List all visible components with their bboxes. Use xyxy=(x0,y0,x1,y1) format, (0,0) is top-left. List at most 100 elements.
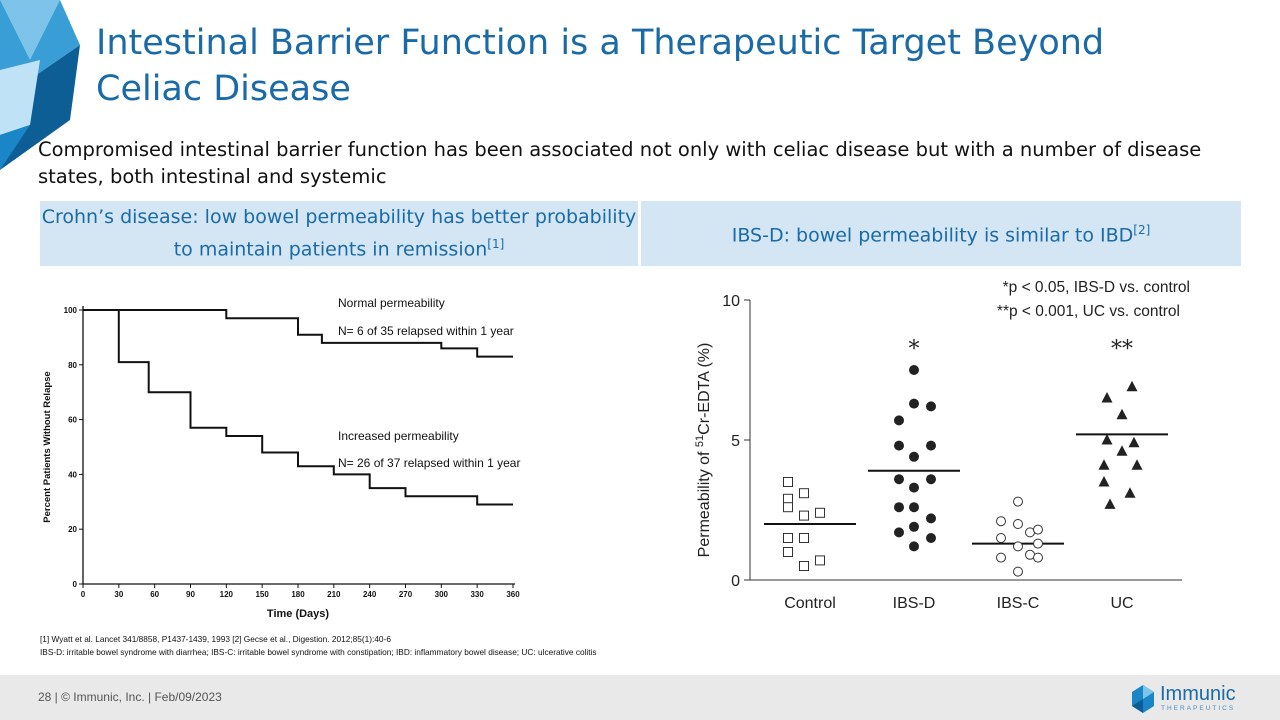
data-point xyxy=(1033,524,1043,535)
crohns-panel-heading: Crohn’s disease: low bowel permeability … xyxy=(40,201,638,266)
y-tick-label: 0 xyxy=(731,573,740,590)
immunic-logo-icon xyxy=(1132,685,1154,713)
y-tick-label: 100 xyxy=(64,306,78,315)
data-point xyxy=(1098,476,1110,487)
data-point xyxy=(1128,436,1140,448)
significance-marker: ** xyxy=(1111,337,1133,362)
data-point xyxy=(1013,519,1023,529)
data-point xyxy=(1101,392,1113,403)
data-point xyxy=(815,507,825,518)
x-axis-title: Time (Days) xyxy=(267,608,329,620)
x-tick-label: 330 xyxy=(470,590,484,599)
footer-bar: 28 | © Immunic, Inc. | Feb/09/2023 Immun… xyxy=(0,675,1280,720)
data-point xyxy=(1116,408,1128,420)
logo-subtitle: THERAPEUTICS xyxy=(1161,705,1236,712)
data-point xyxy=(1124,487,1136,498)
ibsd-heading-text: IBS-D: bowel permeability is similar to … xyxy=(731,224,1134,247)
y-tick-label: 80 xyxy=(68,361,77,370)
data-point xyxy=(909,482,919,493)
data-point xyxy=(799,488,809,499)
data-point xyxy=(1116,445,1128,456)
slide-title: Intestinal Barrier Function is a Therape… xyxy=(96,23,1105,109)
data-point xyxy=(1098,459,1110,470)
crohns-heading-text: Crohn’s disease: low bowel permeability … xyxy=(41,205,637,261)
data-point xyxy=(894,440,904,451)
data-point xyxy=(799,561,809,571)
data-point xyxy=(1104,498,1116,509)
ibsd-heading-ref: [2] xyxy=(1133,223,1151,238)
series-line-normal xyxy=(83,309,513,358)
y-tick-label: 10 xyxy=(722,293,740,310)
data-point xyxy=(909,541,919,552)
category-label: IBS-D xyxy=(893,595,936,612)
y-axis-title: Percent Patients Without Relapse xyxy=(42,371,53,522)
data-point xyxy=(894,502,904,513)
x-tick-label: 240 xyxy=(363,590,377,599)
data-point xyxy=(909,398,919,409)
y-tick-label: 5 xyxy=(731,433,740,450)
x-tick-label: 270 xyxy=(399,590,413,599)
data-point xyxy=(909,521,919,532)
data-point xyxy=(783,547,793,557)
x-tick-label: 0 xyxy=(81,590,86,599)
category-label: Control xyxy=(784,595,836,612)
data-point xyxy=(926,533,936,543)
reference-citations: [1] Wyatt et al. Lancet 341/8858, P1437-… xyxy=(40,634,391,644)
references: [1] Wyatt et al. Lancet 341/8858, P1437-… xyxy=(40,633,597,658)
y-axis-title: Permeability of 51Cr-EDTA (%) xyxy=(694,343,713,558)
intro-text: Compromised intestinal barrier function … xyxy=(38,138,1202,188)
data-point xyxy=(926,474,936,485)
category-label: UC xyxy=(1110,595,1133,612)
data-point xyxy=(799,510,809,521)
data-point xyxy=(909,451,919,462)
footer-text: 28 | © Immunic, Inc. | Feb/09/2023 xyxy=(38,690,222,704)
data-point xyxy=(1033,538,1043,549)
significance-marker: * xyxy=(909,337,920,362)
legend-item: *p < 0.05, IBS-D vs. control xyxy=(1003,279,1190,296)
data-point xyxy=(815,555,825,566)
abbreviations-note: IBS-D: irritable bowel syndrome with dia… xyxy=(40,646,597,657)
permeability-dot-plot: 0 5 10 Permeability of 51Cr-EDTA (%) *p < 0.… xyxy=(694,279,1190,612)
data-point xyxy=(1101,434,1113,445)
data-point xyxy=(783,477,793,487)
data-point xyxy=(799,533,809,543)
x-tick-label: 120 xyxy=(220,590,234,599)
data-point xyxy=(783,493,793,504)
x-tick-label: 60 xyxy=(150,590,159,599)
corner-decoration-logo xyxy=(0,0,80,170)
x-tick-label: 180 xyxy=(291,590,305,599)
x-tick-label: 150 xyxy=(255,590,269,599)
data-point xyxy=(926,440,936,451)
data-point xyxy=(909,502,919,513)
x-tick-label: 90 xyxy=(186,590,195,599)
x-tick-label: 360 xyxy=(506,590,520,599)
legend-item: **p < 0.001, UC vs. control xyxy=(997,303,1180,320)
data-point xyxy=(996,533,1006,543)
series-label: Normal permeability xyxy=(338,296,445,310)
y-tick-label: 0 xyxy=(73,580,78,589)
y-tick-label: 60 xyxy=(68,416,77,425)
data-point xyxy=(926,513,936,524)
data-point xyxy=(909,365,919,375)
series-annotation: N= 26 of 37 relapsed within 1 year xyxy=(338,456,520,470)
data-point xyxy=(926,401,936,412)
data-point xyxy=(1033,552,1043,563)
y-axis-title-part: Cr-EDTA (%) xyxy=(696,343,713,435)
x-tick-label: 210 xyxy=(327,590,341,599)
immunic-logo: Immunic THERAPEUTICS xyxy=(1130,683,1250,715)
y-tick-label: 40 xyxy=(68,470,77,479)
series-line-increased xyxy=(83,309,513,506)
data-point xyxy=(783,533,793,543)
data-point xyxy=(1126,380,1138,392)
data-point xyxy=(1131,459,1143,470)
relapse-survival-chart: 0 20 40 60 80 100 0 30 60 90 120 150 180 210 240 270 300… xyxy=(42,296,520,620)
x-tick-label: 30 xyxy=(114,590,123,599)
x-tick-label: 300 xyxy=(435,590,449,599)
crohns-heading-ref: [1] xyxy=(487,236,505,251)
data-point xyxy=(996,552,1006,563)
series-annotation: N= 6 of 35 relapsed within 1 year xyxy=(338,324,514,338)
series-label: Increased permeability xyxy=(338,429,459,443)
data-point xyxy=(996,516,1006,527)
data-point xyxy=(894,474,904,485)
logo-name: Immunic xyxy=(1160,683,1236,705)
